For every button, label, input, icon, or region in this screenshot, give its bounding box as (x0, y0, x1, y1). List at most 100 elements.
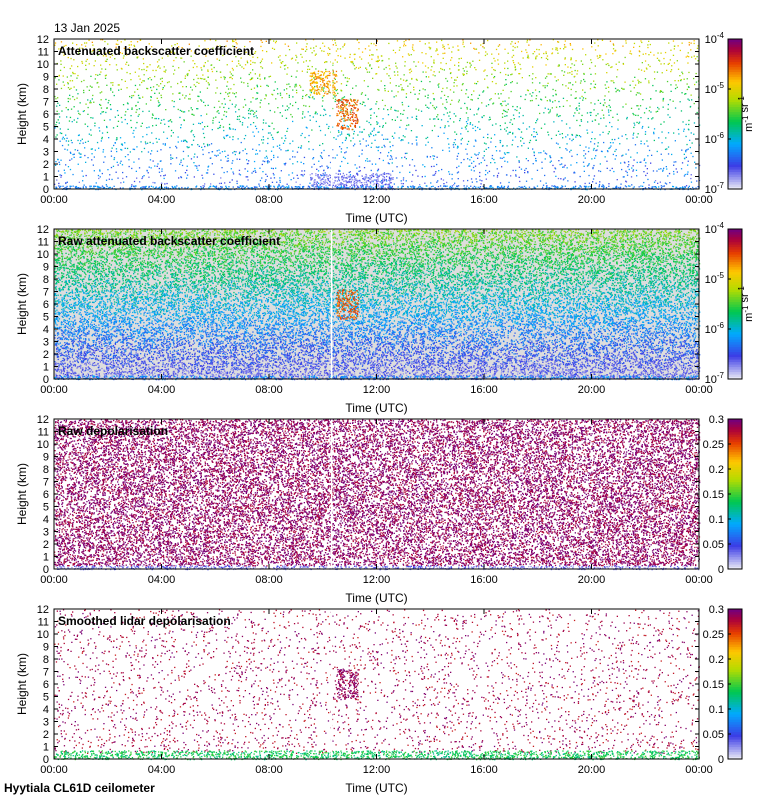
y-axis-label: Height (km) (15, 83, 29, 145)
y-tick-label: 5 (43, 692, 49, 704)
y-tick-label: 6 (43, 489, 49, 501)
y-tick-label: 1 (43, 362, 49, 374)
y-tick-label: 12 (37, 414, 49, 426)
y-tick-label: 7 (43, 477, 49, 489)
y-tick-label: 9 (43, 642, 49, 654)
y-tick-label: 12 (37, 224, 49, 236)
x-tick-label: 16:00 (470, 384, 498, 396)
colorbar-tick-label: 10-5 (705, 271, 725, 286)
colorbar-tick-label: 10-5 (705, 81, 725, 96)
x-tick-label: 00:00 (685, 764, 713, 776)
y-tick-label: 9 (43, 452, 49, 464)
y-tick-label: 7 (43, 667, 49, 679)
x-tick-label: 00:00 (40, 384, 68, 396)
colorbar: 00.050.10.150.20.250.3 (703, 604, 742, 766)
y-axis-label: Height (km) (15, 463, 29, 525)
y-tick-label: 2 (43, 159, 49, 171)
y-tick-label: 9 (43, 72, 49, 84)
x-tick-label: 00:00 (40, 764, 68, 776)
y-tick-label: 6 (43, 679, 49, 691)
x-tick-label: 04:00 (148, 194, 176, 206)
panel-title: Raw depolarisation (58, 424, 168, 438)
y-tick-label: 8 (43, 274, 49, 286)
y-tick-label: 4 (43, 514, 49, 526)
x-tick-label: 20:00 (578, 574, 606, 586)
x-tick-label: 04:00 (148, 574, 176, 586)
x-tick-label: 16:00 (470, 194, 498, 206)
y-axis-label: Height (km) (15, 273, 29, 335)
y-tick-label: 4 (43, 324, 49, 336)
y-tick-label: 3 (43, 147, 49, 159)
y-tick-label: 2 (43, 729, 49, 741)
x-tick-label: 16:00 (470, 574, 498, 586)
y-tick-label: 3 (43, 527, 49, 539)
y-tick-label: 7 (43, 287, 49, 299)
colorbar-tick-label: 0.05 (703, 729, 724, 741)
y-tick-label: 9 (43, 262, 49, 274)
y-tick-label: 8 (43, 464, 49, 476)
y-tick-label: 8 (43, 84, 49, 96)
y-tick-label: 4 (43, 134, 49, 146)
colorbar: 10-710-610-510-4m-1 sr-1 (705, 221, 755, 386)
y-tick-label: 3 (43, 337, 49, 349)
y-tick-label: 12 (37, 604, 49, 616)
colorbar-tick-label: 10-4 (705, 31, 725, 46)
colorbar-tick-label: 0.2 (709, 654, 724, 666)
y-axis-label: Height (km) (15, 653, 29, 715)
y-tick-label: 7 (43, 97, 49, 109)
y-tick-label: 2 (43, 539, 49, 551)
x-tick-label: 08:00 (255, 764, 283, 776)
colorbar-tick-label: 0.1 (709, 704, 724, 716)
y-tick-label: 2 (43, 349, 49, 361)
y-tick-label: 10 (37, 59, 49, 71)
colorbar: 10-710-610-510-4m-1 sr-1 (705, 31, 755, 196)
colorbar-tick-label: 10-7 (705, 371, 725, 386)
y-tick-label: 10 (37, 249, 49, 261)
site-label: Hyytiala CL61D ceilometer (4, 781, 155, 795)
y-tick-label: 5 (43, 502, 49, 514)
colorbar-tick-label: 0.25 (703, 439, 724, 451)
colorbar-tick-label: 0.15 (703, 489, 724, 501)
x-tick-label: 20:00 (578, 194, 606, 206)
x-axis-label: Time (UTC) (345, 781, 407, 795)
x-tick-label: 12:00 (363, 384, 391, 396)
colorbar-tick-label: 10-4 (705, 221, 725, 236)
panel-title: Raw attenuated backscatter coefficient (58, 234, 280, 248)
colorbar-tick-label: 0.1 (709, 514, 724, 526)
panel-title: Smoothed lidar depolarisation (58, 614, 231, 628)
colorbar-tick-label: 0.15 (703, 679, 724, 691)
y-tick-label: 5 (43, 122, 49, 134)
x-tick-label: 20:00 (578, 384, 606, 396)
colorbar-tick-label: 0.3 (709, 604, 724, 616)
y-tick-label: 1 (43, 172, 49, 184)
x-tick-label: 04:00 (148, 764, 176, 776)
colorbar-tick-label: 10-6 (705, 131, 725, 146)
x-tick-label: 04:00 (148, 384, 176, 396)
y-tick-label: 8 (43, 654, 49, 666)
colorbar-tick-label: 0.2 (709, 464, 724, 476)
x-axis-label: Time (UTC) (345, 591, 407, 605)
y-tick-label: 5 (43, 312, 49, 324)
colorbar-tick-label: 0.05 (703, 539, 724, 551)
y-tick-label: 10 (37, 439, 49, 451)
colorbar-tick-label: 0 (718, 564, 724, 576)
y-tick-label: 11 (38, 237, 49, 249)
x-tick-label: 00:00 (40, 194, 68, 206)
y-tick-label: 11 (38, 617, 49, 629)
x-tick-label: 00:00 (40, 574, 68, 586)
colorbar-tick-label: 0 (718, 754, 724, 766)
panel-title: Attenuated backscatter coefficient (58, 44, 254, 58)
x-tick-label: 08:00 (255, 384, 283, 396)
colorbar-tick-label: 10-7 (705, 181, 725, 196)
x-axis-label: Time (UTC) (345, 211, 407, 225)
y-tick-label: 10 (37, 629, 49, 641)
y-tick-label: 3 (43, 717, 49, 729)
y-tick-label: 1 (43, 552, 49, 564)
y-tick-label: 6 (43, 299, 49, 311)
y-tick-label: 6 (43, 109, 49, 121)
x-tick-label: 08:00 (255, 194, 283, 206)
y-tick-label: 12 (37, 34, 49, 46)
